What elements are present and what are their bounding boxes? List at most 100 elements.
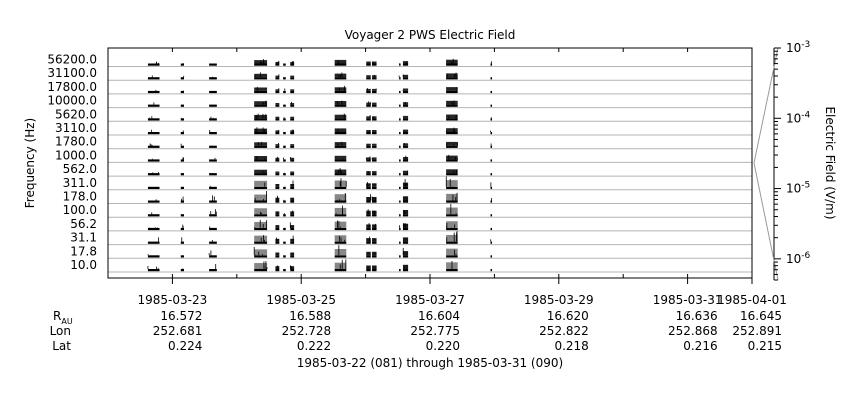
channel-bar — [334, 173, 347, 176]
channel-bar — [399, 255, 401, 258]
channel-fill — [254, 221, 268, 228]
channel-bar — [446, 90, 458, 94]
channel-bar — [275, 104, 280, 107]
channel-bar — [372, 173, 377, 176]
channel-bar — [399, 241, 401, 244]
channel-fill — [290, 266, 295, 269]
channel-fill — [402, 115, 409, 119]
channel-bar — [334, 227, 347, 231]
channel-bar — [372, 145, 377, 148]
channel-bar — [290, 159, 295, 162]
channel-bar — [402, 200, 409, 203]
channel-bar — [180, 159, 184, 162]
data-interval — [289, 61, 295, 272]
channel-fill — [254, 87, 268, 91]
channel-bar — [275, 90, 280, 94]
channel-bar — [446, 104, 458, 107]
channel-bar — [275, 63, 280, 66]
channel-bar — [254, 214, 268, 217]
channel-fill — [446, 180, 458, 187]
channel-bar — [283, 145, 286, 148]
channel-bar — [399, 104, 401, 107]
channel-bar — [334, 104, 347, 107]
channel-bar — [490, 132, 493, 135]
colorbar-tick-label: 10-4 — [786, 110, 811, 125]
channel-bar — [490, 159, 493, 162]
channel-bar — [402, 214, 409, 217]
channel-bar — [275, 241, 280, 244]
channel-bar — [180, 118, 184, 121]
channel-bar — [147, 132, 160, 135]
channel-fill — [366, 183, 371, 187]
channel-bar — [399, 214, 401, 217]
data-interval — [445, 58, 458, 272]
channel-bar — [334, 200, 347, 203]
y-tick-label: 17.8 — [70, 244, 97, 258]
channel-bar — [372, 241, 377, 244]
channel-bar — [209, 63, 217, 66]
channel-bar — [209, 132, 217, 135]
channel-bar — [366, 214, 371, 217]
x-tick-label: 1985-03-27 — [395, 293, 465, 307]
channel-bar — [399, 159, 401, 162]
channel-fill — [446, 234, 458, 242]
channel-fill — [446, 114, 458, 119]
colorbar-tick-label: 10-3 — [786, 40, 810, 55]
colorbar-tick-label: 10-6 — [786, 251, 811, 266]
channel-bar — [372, 63, 377, 66]
channel-bar — [275, 77, 280, 80]
channel-bar — [290, 227, 295, 231]
data-interval — [371, 61, 377, 272]
channel-bar — [147, 214, 160, 217]
channel-bar — [290, 104, 295, 107]
data-intervals — [147, 58, 493, 272]
channel-fill — [290, 75, 295, 78]
channel-bar — [290, 118, 295, 121]
channel-bar — [490, 186, 493, 189]
channel-bar — [399, 118, 401, 121]
channel-bar — [490, 145, 493, 148]
y-tick-label: 1780.0 — [55, 135, 97, 149]
channel-bar — [254, 118, 268, 121]
channel-bar — [366, 227, 371, 231]
channel-bar — [290, 186, 295, 189]
channel-bar — [180, 145, 184, 148]
channel-bar — [490, 63, 493, 66]
colorbar-tick-label: 10-5 — [786, 181, 810, 196]
x-tick-labels: 1985-03-23 1985-03-25 1985-03-27 1985-03-29… — [107, 48, 787, 307]
channel-bar — [446, 132, 458, 135]
channel-bar — [180, 200, 184, 203]
y-tick-label: 10.0 — [70, 258, 97, 272]
channel-bar — [254, 173, 268, 176]
channel-fill — [366, 130, 371, 132]
channel-bar — [399, 63, 401, 66]
channel-bar — [283, 200, 286, 203]
channel-fill — [402, 143, 409, 146]
channel-bar — [372, 200, 377, 203]
channel-fill — [334, 207, 347, 215]
ephemeris-value: 0.216 — [683, 339, 717, 353]
channel-bar — [147, 269, 160, 272]
ephemeris-value: 252.681 — [153, 324, 203, 338]
colorbar: 10-3 10-4 10-5 10-6 — [753, 40, 811, 281]
channel-bar — [446, 77, 458, 80]
channel-bar — [490, 241, 493, 244]
y-axis-title: Frequency (Hz) — [23, 118, 37, 209]
channel-bar — [283, 269, 286, 272]
channel-bar — [372, 255, 377, 258]
channel-bar — [366, 90, 371, 94]
channel-bar — [446, 255, 458, 258]
channel-fill — [334, 194, 347, 201]
channel-bar — [147, 90, 160, 94]
channel-bar — [366, 241, 371, 244]
channel-bar — [490, 214, 493, 217]
channel-fill — [372, 88, 377, 91]
channel-fill — [366, 197, 371, 201]
channel-fill — [254, 114, 268, 119]
channel-fill — [446, 141, 458, 146]
channel-bar — [180, 186, 184, 189]
channel-fill — [366, 116, 371, 119]
channel-bar — [209, 227, 217, 231]
channel-bar — [490, 255, 493, 258]
